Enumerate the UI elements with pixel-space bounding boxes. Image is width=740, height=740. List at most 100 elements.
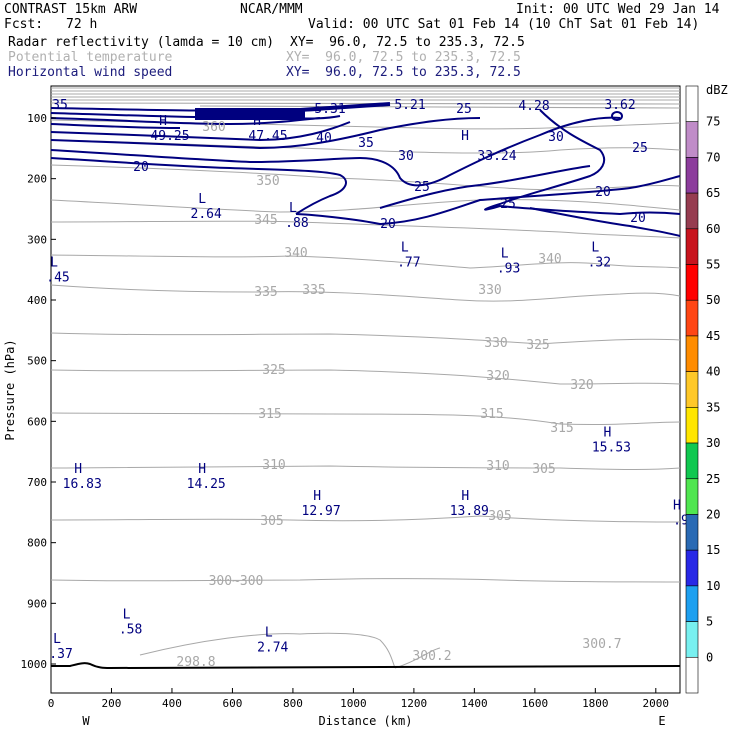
extremum-value: 2.74 xyxy=(257,641,288,656)
theta-contour-label: 298.8 xyxy=(176,655,215,670)
colorbar-label: 0 xyxy=(706,650,713,664)
x-tick-label: 800 xyxy=(283,697,303,710)
extremum-symbol: L xyxy=(265,626,273,641)
colorbar-swatch xyxy=(685,549,699,587)
x-tick-label: 400 xyxy=(162,697,182,710)
extremum-symbol: L xyxy=(53,632,61,647)
colorbar-label: 50 xyxy=(706,293,720,307)
colorbar-swatch xyxy=(685,85,699,123)
west-label: W xyxy=(82,714,90,728)
colorbar-swatch xyxy=(685,228,699,265)
theta-contour-label: 340 xyxy=(284,246,307,261)
colorbar-swatch xyxy=(685,442,699,480)
colorbar-swatch xyxy=(685,621,699,658)
theta-contour-label: 305 xyxy=(488,509,511,524)
x-tick-label: 2000 xyxy=(643,697,670,710)
theta-contour-label: 330 xyxy=(484,336,507,351)
extremum-value: 13.89 xyxy=(450,504,489,519)
y-tick-label: 900 xyxy=(27,597,47,610)
y-tick-label: 1000 xyxy=(21,658,48,671)
colorbar-label: 35 xyxy=(706,400,720,414)
plot-frame xyxy=(50,85,681,694)
extremum-value: 16.83 xyxy=(63,477,102,492)
theta-contour-label: 360 xyxy=(202,120,225,135)
colorbar-swatch xyxy=(685,585,699,622)
extremum-symbol: L xyxy=(401,240,409,255)
theta-contour-label: 310 xyxy=(486,459,509,474)
colorbar-label: 10 xyxy=(706,579,720,593)
field-wind: Horizontal wind speed xyxy=(8,65,173,80)
extremum-symbol: H xyxy=(253,114,261,129)
y-tick-label: 100 xyxy=(27,112,47,125)
wind-contour-label: 30 xyxy=(548,130,564,145)
field-theta: Potential temperature xyxy=(8,50,173,65)
wind-contour-label: 35 xyxy=(358,136,374,151)
extremum-value: 15.53 xyxy=(592,441,631,456)
valid-time: Valid: 00 UTC Sat 01 Feb 14 (10 ChT Sat … xyxy=(308,17,700,32)
theta-contour-label: 340 xyxy=(538,252,561,267)
colorbar-label: 60 xyxy=(706,222,720,236)
wind-contour-label: 25 xyxy=(632,141,648,156)
colorbar-label: 25 xyxy=(706,472,720,486)
theta-dense-band xyxy=(50,87,681,109)
theta-contour-label: 300.7 xyxy=(582,637,621,652)
y-axis-title: Pressure (hPa) xyxy=(3,339,17,440)
wind-contour-label: 5.31 xyxy=(314,102,345,117)
extremum-value: .45 xyxy=(46,271,69,286)
colorbar-label: 5 xyxy=(706,615,713,629)
colorbar-swatch xyxy=(685,371,699,408)
model-title: CONTRAST 15km ARW xyxy=(4,2,138,17)
colorbar-label: 30 xyxy=(706,436,720,450)
wind-contour-label: 5.21 xyxy=(394,98,425,113)
y-tick-label: 700 xyxy=(27,476,47,489)
extremum-value: .77 xyxy=(397,255,420,270)
colorbar-unit: dBZ xyxy=(706,83,728,97)
extremum-symbol: L xyxy=(501,247,509,262)
wind-contour-label: 47.45 xyxy=(248,129,287,144)
extremum-value: .37 xyxy=(49,647,72,662)
theta-contour-label: 320 xyxy=(570,378,593,393)
x-tick-label: 0 xyxy=(48,697,55,710)
extremum-symbol: H xyxy=(74,462,82,477)
wind-contour-label: 25 xyxy=(414,180,430,195)
organization: NCAR/MMM xyxy=(240,2,303,17)
colorbar-swatch xyxy=(685,335,699,372)
x-tick-label: 600 xyxy=(223,697,243,710)
y-tick-label: 300 xyxy=(27,233,47,246)
colorbar-label: 45 xyxy=(706,329,720,343)
colorbar-swatch xyxy=(685,192,699,230)
wind-contour-label: 40 xyxy=(316,131,332,146)
extremum-value: 12.97 xyxy=(302,504,341,519)
theta-contour-label: 310 xyxy=(262,458,285,473)
theta-contour-label: 305 xyxy=(260,514,283,529)
field-reflectivity-xy: XY= 96.0, 72.5 to 235.3, 72.5 xyxy=(290,35,525,50)
extremum-value: .9 xyxy=(673,513,689,528)
theta-contour-label: 320 xyxy=(486,369,509,384)
extremum-symbol: H xyxy=(461,489,469,504)
theta-contour-label: 330 xyxy=(478,283,501,298)
init-time: Init: 00 UTC Wed 29 Jan 14 xyxy=(516,2,720,17)
colorbar-label: 65 xyxy=(706,186,720,200)
theta-contour-label: 345 xyxy=(254,213,277,228)
wind-contour-label: 20 xyxy=(380,217,396,232)
theta-contour-label: 315 xyxy=(480,407,503,422)
field-wind-xy: XY= 96.0, 72.5 to 235.3, 72.5 xyxy=(286,65,521,80)
extremum-symbol: L xyxy=(591,240,599,255)
extremum-value: .58 xyxy=(119,623,142,638)
extremum-symbol: L xyxy=(123,608,131,623)
wind-contours xyxy=(50,102,681,670)
y-tick-label: 500 xyxy=(27,355,47,368)
extremum-symbol: L xyxy=(289,201,297,216)
east-label: E xyxy=(658,714,665,728)
y-tick-label: 800 xyxy=(27,537,47,550)
x-tick-label: 200 xyxy=(102,697,122,710)
forecast-hour: 72 h xyxy=(66,17,98,32)
annotations-group: 360 350 345 340 340 335 335 330 330 325 325 320 320 3… xyxy=(46,98,689,670)
colorbar-swatch xyxy=(685,514,699,551)
colorbar-swatch xyxy=(685,656,699,694)
wind-contour-label: 20 xyxy=(630,211,646,226)
y-tick-label: 200 xyxy=(27,173,47,186)
wind-contour-label: 25 xyxy=(456,102,472,117)
